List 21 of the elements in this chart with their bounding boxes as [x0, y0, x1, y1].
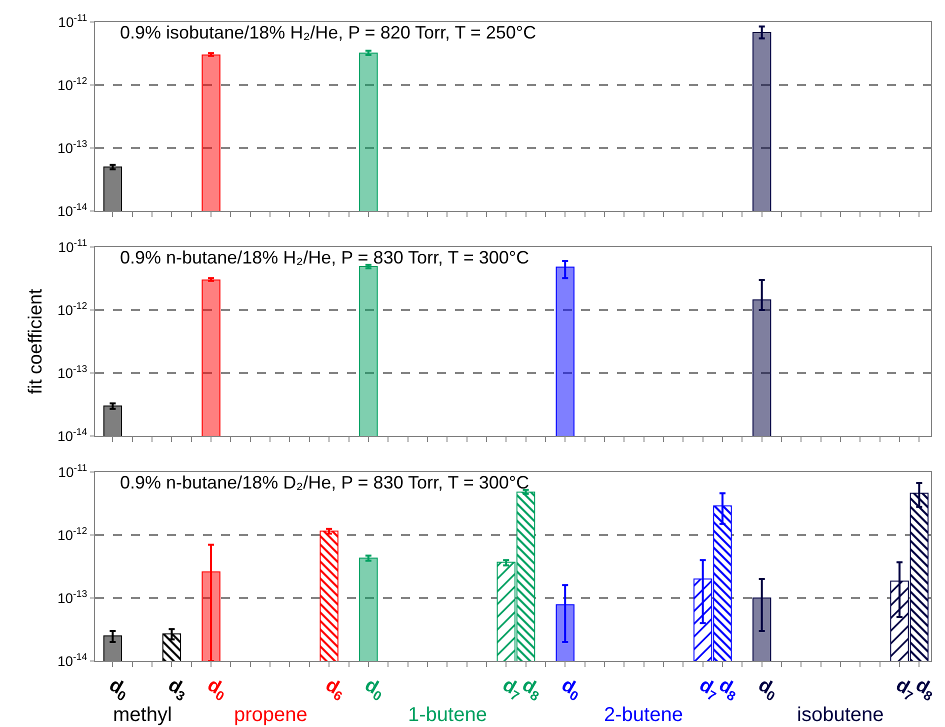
y-tick-label: 10$^{-12}$: [57, 526, 88, 543]
y-tick-label: 10$^{-11}$: [58, 13, 88, 30]
y-tick-label: 10$^{-13}$: [57, 589, 88, 606]
chart-title: 0.9% isobutane/18% H₂/He, P = 820 Torr, T = 250°C: [120, 22, 536, 42]
y-axis-title: fit coefficient: [25, 288, 46, 394]
y-tick-label: 10$^{-14}$: [57, 427, 88, 444]
text: 2-butene: [604, 704, 683, 726]
y-tick-label: 10$^{-11}$: [58, 238, 88, 255]
y-tick-label: 10$^{-12}$: [57, 76, 88, 93]
y-tick-label: 10$^{-14}$: [57, 652, 88, 669]
y-tick-label: 10$^{-11}$: [58, 463, 88, 480]
chart-title: 0.9% n-butane/18% H₂/He, P = 830 Torr, T = 300°C: [120, 247, 530, 268]
text: 1-butene: [408, 704, 487, 726]
y-tick-label: 10$^{-12}$: [57, 301, 88, 318]
text: isobutene: [797, 704, 884, 726]
text: propene: [234, 704, 308, 726]
y-tick-label: 10$^{-14}$: [57, 202, 88, 219]
y-tick-label: 10$^{-13}$: [57, 139, 88, 156]
text: methyl: [113, 704, 172, 726]
y-tick-label: 10$^{-13}$: [57, 364, 88, 381]
chart-title: 0.9% n-butane/18% D₂/He, P = 830 Torr, T = 300°C: [120, 472, 530, 492]
